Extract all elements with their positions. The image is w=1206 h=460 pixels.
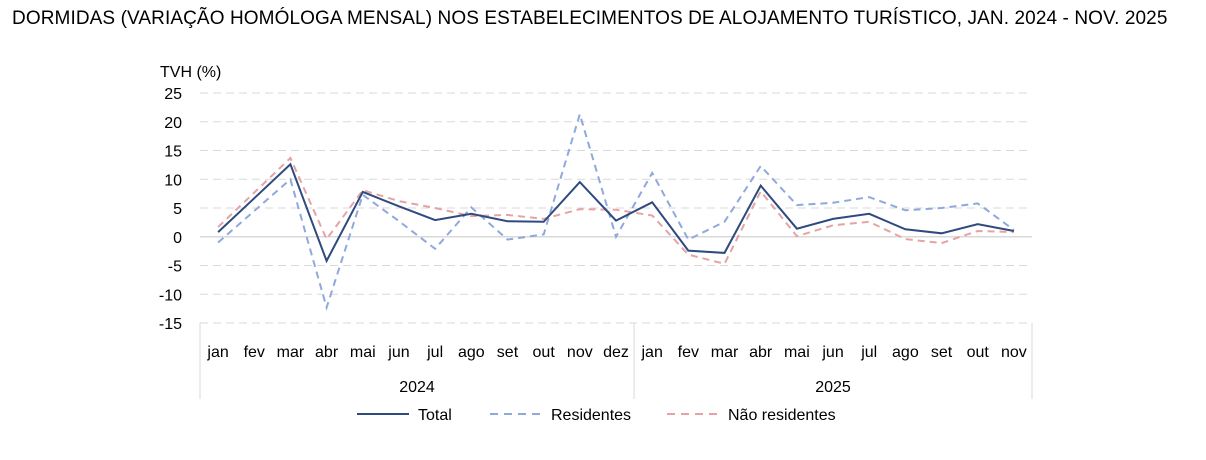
y-tick-label: 5 <box>173 201 182 218</box>
series-lines <box>217 110 1015 311</box>
legend: Total Residentes Não residentes <box>357 407 836 424</box>
x-tick-label: ago <box>892 344 919 361</box>
x-tick-label: jul <box>860 344 877 361</box>
y-tick-label: -15 <box>159 316 182 333</box>
y-axis-label: TVH (%) <box>160 64 221 81</box>
y-tick-label: 15 <box>164 144 182 161</box>
y-tick-label: -5 <box>168 259 182 276</box>
series-line-n-o-residentes <box>217 156 1014 265</box>
x-tick-label: jun <box>821 344 843 361</box>
year-group-label: 2024 <box>399 379 435 396</box>
x-axis: jan fev mar abr mai jun jul ago set out nov dez jan f… <box>199 323 1033 399</box>
y-axis-ticks: 25 20 15 10 5 0 -5 -10 -15 <box>159 86 182 333</box>
y-tick-label: 10 <box>164 172 182 189</box>
legend-label: Total <box>418 407 452 424</box>
x-tick-label: jun <box>387 344 409 361</box>
x-tick-label: mar <box>277 344 305 361</box>
x-tick-label: nov <box>567 344 593 361</box>
x-tick-label: jan <box>640 344 662 361</box>
x-tick-label: mar <box>711 344 739 361</box>
x-tick-label: jan <box>206 344 228 361</box>
x-tick-label: fev <box>678 344 699 361</box>
x-tick-label: dez <box>603 344 629 361</box>
x-tick-label: jul <box>426 344 443 361</box>
y-tick-label: -10 <box>159 287 182 304</box>
x-tick-label: nov <box>1001 344 1027 361</box>
y-tick-label: 25 <box>164 86 182 103</box>
x-tick-label: out <box>533 344 556 361</box>
year-group-label: 2025 <box>815 379 851 396</box>
x-tick-label: fev <box>244 344 265 361</box>
x-tick-label: abr <box>315 344 339 361</box>
x-tick-label: mai <box>350 344 376 361</box>
gridlines <box>200 92 1032 324</box>
legend-label: Não residentes <box>728 407 836 424</box>
y-tick-label: 0 <box>173 230 182 247</box>
y-tick-label: 20 <box>164 115 182 132</box>
x-tick-label: set <box>497 344 519 361</box>
chart-title: DORMIDAS (VARIAÇÃO HOMÓLOGA MENSAL) NOS … <box>12 8 1168 29</box>
series-line-residentes <box>217 110 1015 311</box>
x-tick-label: set <box>931 344 953 361</box>
x-tick-label: mai <box>784 344 810 361</box>
x-tick-label: ago <box>458 344 485 361</box>
legend-label: Residentes <box>551 407 631 424</box>
x-tick-label: abr <box>749 344 773 361</box>
x-tick-label: out <box>967 344 990 361</box>
